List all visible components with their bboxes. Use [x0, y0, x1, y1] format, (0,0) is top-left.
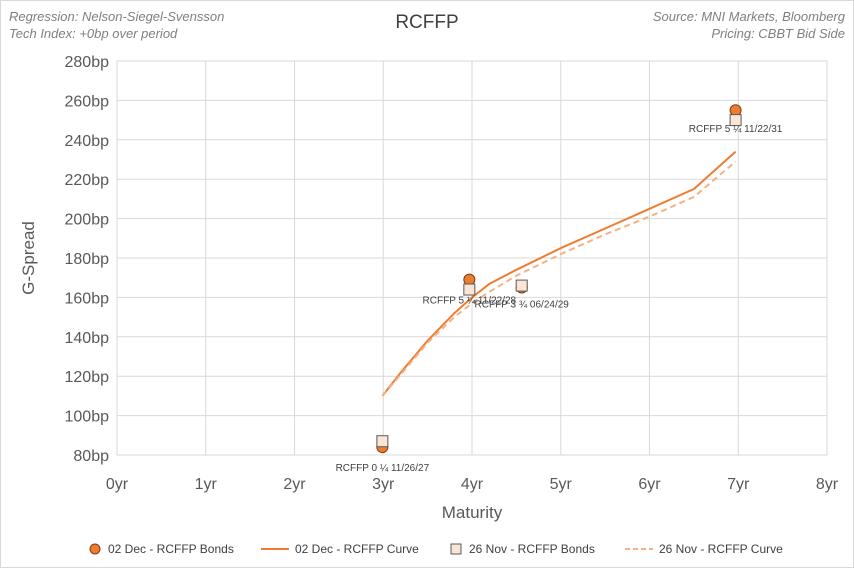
legend-item-dec-bonds[interactable]: 02 Dec - RCFFP Bonds [88, 540, 234, 558]
regression-note: Regression: Nelson-Siegel-Svensson [9, 9, 225, 24]
x-tick-label: 0yr [106, 476, 129, 493]
legend-label: 26 Nov - RCFFP Curve [659, 542, 783, 556]
bond-label: RCFFP 5 ¼ 11/22/31 [689, 123, 783, 135]
y-tick-label: 260bp [65, 93, 110, 110]
y-tick-label: 200bp [65, 212, 110, 229]
y-tick-label: 240bp [65, 133, 110, 150]
bond-label: RCFFP 3 ¾ 06/24/29 [475, 300, 570, 311]
legend-label: 02 Dec - RCFFP Bonds [108, 542, 234, 556]
x-tick-label: 6yr [638, 476, 661, 493]
nov-bond-point[interactable] [376, 435, 389, 448]
circle-marker-icon [89, 543, 101, 555]
series-layer [376, 104, 742, 454]
legend-item-dec-curve[interactable]: 02 Dec - RCFFP Curve [261, 540, 419, 558]
bond-label: RCFFP 0 ¼ 11/26/27 [336, 462, 430, 474]
y-axis-title: G-Spread [19, 221, 38, 295]
axis-ticks: 80bp 100bp 120bp 140bp 160bp 180bp 200bp 220bp 2… [65, 54, 839, 493]
solid-line-icon [261, 548, 289, 550]
x-axis-title: Maturity [442, 503, 503, 522]
pricing-note: Pricing: CBBT Bid Side [711, 26, 845, 41]
nov-bond-point[interactable] [463, 283, 476, 296]
nov-curve-line [381, 160, 737, 397]
legend-item-nov-bonds[interactable]: 26 Nov - RCFFP Bonds [449, 540, 595, 558]
y-tick-label: 120bp [65, 369, 110, 386]
y-tick-label: 140bp [65, 330, 110, 347]
x-tick-label: 8yr [816, 476, 839, 493]
y-tick-label: 100bp [65, 409, 110, 426]
y-tick-label: 180bp [65, 251, 110, 268]
x-tick-label: 4yr [461, 476, 484, 493]
y-tick-label: 160bp [65, 290, 110, 307]
x-tick-label: 1yr [195, 476, 218, 493]
grid-lines [116, 60, 828, 456]
legend-label: 02 Dec - RCFFP Curve [295, 542, 419, 556]
bond-label: RCFFP 5 ¼ 11/22/28 [423, 295, 517, 307]
square-marker-icon [450, 543, 462, 555]
y-tick-label: 280bp [65, 54, 110, 71]
nov-bond-point[interactable] [515, 279, 528, 292]
y-tick-label: 80bp [73, 448, 109, 465]
dec-curve-line [381, 150, 737, 397]
y-tick-label: 220bp [65, 172, 110, 189]
x-tick-label: 7yr [727, 476, 750, 493]
legend: 02 Dec - RCFFP Bonds 02 Dec - RCFFP Curv… [0, 540, 854, 558]
x-tick-label: 2yr [283, 476, 306, 493]
legend-item-nov-curve[interactable]: 26 Nov - RCFFP Curve [625, 540, 783, 558]
legend-label: 26 Nov - RCFFP Bonds [469, 542, 595, 556]
chart-plot: 80bp 100bp 120bp 140bp 160bp 180bp 200bp 220bp 2… [19, 54, 839, 522]
nov-bond-point[interactable] [729, 114, 742, 127]
chart-title: RCFFP [395, 12, 459, 33]
source-note: Source: MNI Markets, Bloomberg [652, 9, 845, 24]
dashed-line-icon [625, 548, 653, 550]
x-tick-label: 5yr [550, 476, 573, 493]
x-tick-label: 3yr [372, 476, 395, 493]
tech-index-note: Tech Index: +0bp over period [9, 26, 178, 41]
